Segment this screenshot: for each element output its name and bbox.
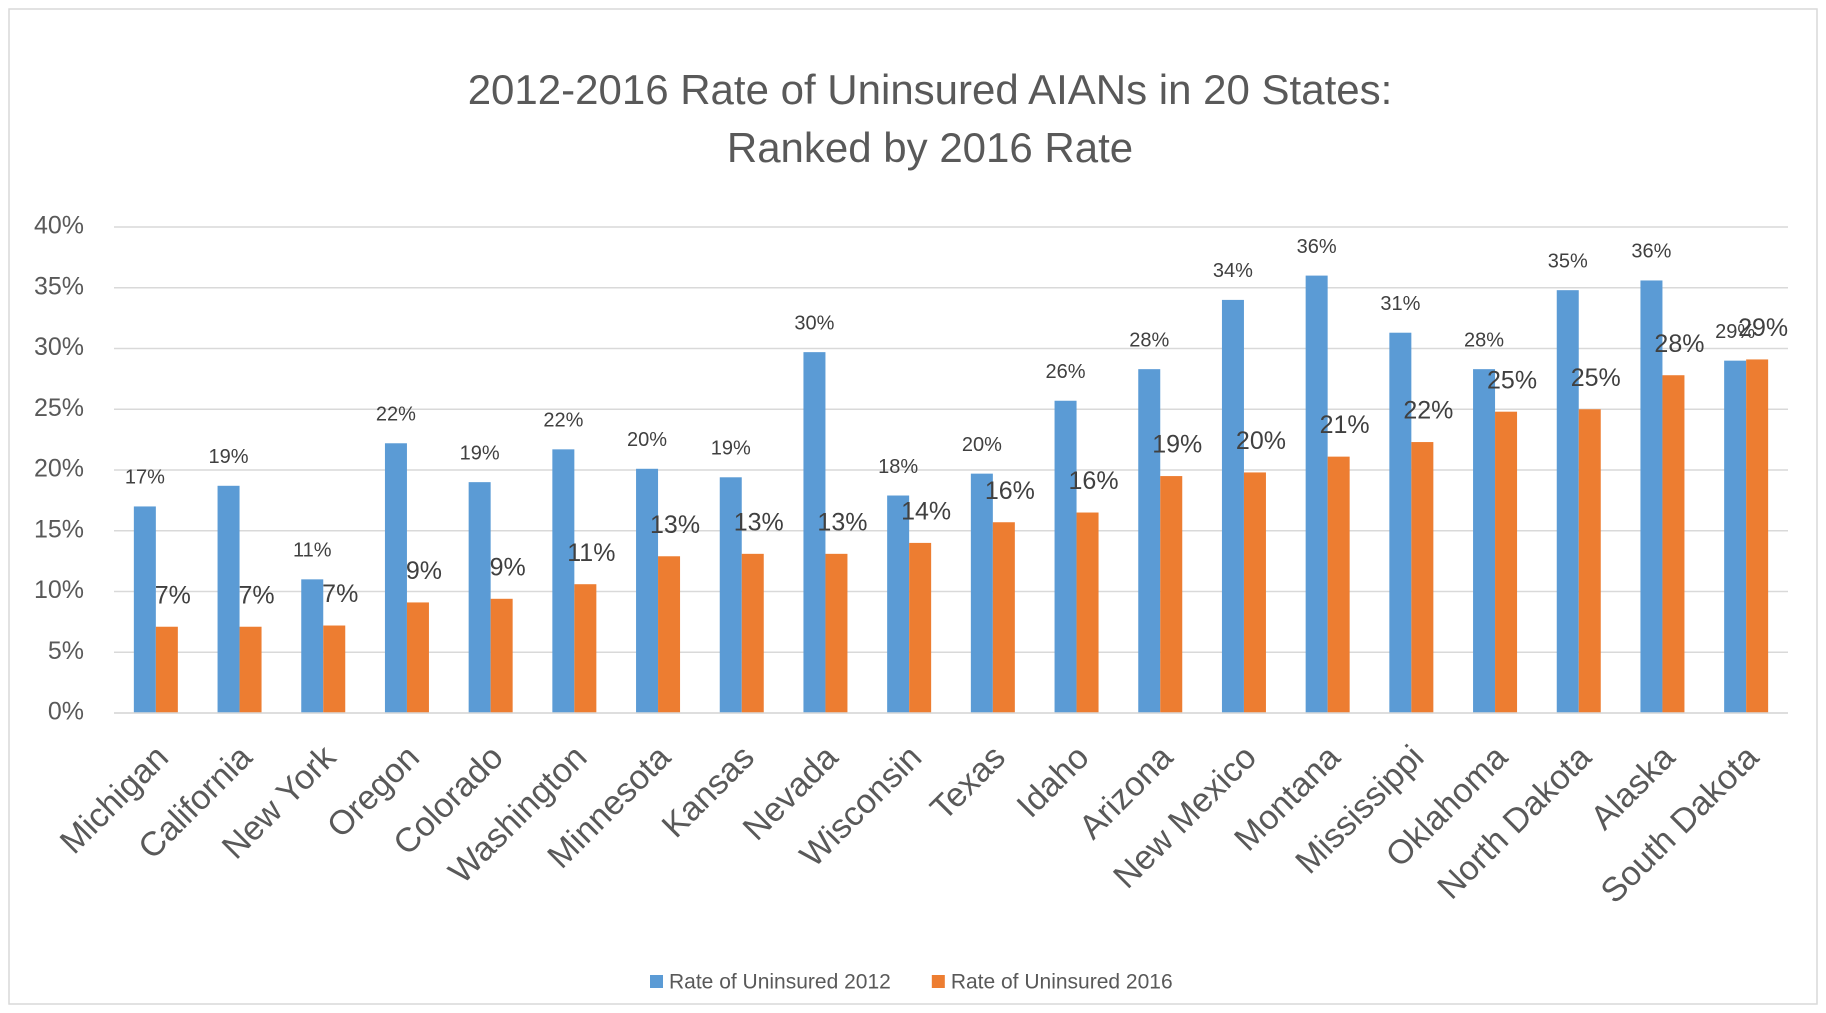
bar xyxy=(825,553,848,713)
bar xyxy=(658,556,681,713)
data-label: 11% xyxy=(567,539,615,567)
data-label: 7% xyxy=(322,580,358,608)
bar xyxy=(133,506,156,713)
data-label: 34% xyxy=(1213,260,1253,282)
data-label: 20% xyxy=(962,434,1002,456)
data-label: 9% xyxy=(406,557,442,585)
bar xyxy=(406,602,429,713)
bar xyxy=(1473,369,1496,713)
data-label: 21% xyxy=(1320,411,1370,439)
data-label: 35% xyxy=(1548,250,1588,272)
bar xyxy=(1054,400,1077,713)
data-label: 18% xyxy=(878,456,918,478)
bar xyxy=(1640,280,1663,713)
data-label: 13% xyxy=(734,508,784,536)
data-label: 19% xyxy=(711,438,751,460)
bar xyxy=(1389,332,1412,713)
bar xyxy=(1578,409,1601,713)
y-tick-label: 0% xyxy=(48,698,84,726)
chart-title: 2012-2016 Rate of Uninsured AIANs in 20 … xyxy=(468,66,1393,113)
y-tick-label: 10% xyxy=(34,576,84,604)
data-label: 17% xyxy=(125,467,165,489)
data-label: 14% xyxy=(901,498,951,526)
data-label: 7% xyxy=(155,581,191,609)
legend-swatch xyxy=(931,975,945,988)
data-label: 25% xyxy=(1487,366,1537,394)
bar xyxy=(574,584,597,713)
bar xyxy=(636,468,659,713)
data-label: 28% xyxy=(1654,330,1704,358)
bar xyxy=(239,626,262,713)
data-label: 13% xyxy=(650,511,700,539)
y-tick-label: 5% xyxy=(48,637,84,665)
bar xyxy=(992,522,1015,713)
bar xyxy=(490,598,513,713)
data-label: 16% xyxy=(1069,467,1119,495)
y-tick-label: 30% xyxy=(34,333,84,361)
bar xyxy=(155,626,178,713)
bar xyxy=(1160,476,1183,713)
bar xyxy=(719,477,742,713)
bar xyxy=(301,579,324,713)
data-label: 19% xyxy=(209,446,249,468)
bar xyxy=(217,485,240,713)
bar xyxy=(323,625,346,713)
bar xyxy=(552,449,575,713)
y-tick-label: 35% xyxy=(34,272,84,300)
data-label: 19% xyxy=(460,442,500,464)
data-label: 16% xyxy=(985,477,1035,505)
bar xyxy=(887,495,910,713)
bar xyxy=(1556,290,1579,713)
legend-label: Rate of Uninsured 2016 xyxy=(951,971,1173,994)
bar xyxy=(1327,456,1350,713)
bar xyxy=(1138,369,1161,713)
bar xyxy=(1305,275,1328,713)
data-label: 7% xyxy=(238,581,274,609)
data-label: 20% xyxy=(1236,427,1286,455)
bar xyxy=(909,542,932,713)
data-label: 30% xyxy=(794,312,834,334)
data-label: 36% xyxy=(1631,241,1671,263)
bar xyxy=(1221,299,1244,713)
y-tick-label: 15% xyxy=(34,515,84,543)
data-label: 26% xyxy=(1046,361,1086,383)
data-label: 28% xyxy=(1464,329,1504,351)
data-label: 20% xyxy=(627,429,667,451)
data-label: 28% xyxy=(1129,329,1169,351)
data-label: 31% xyxy=(1380,293,1420,315)
bar xyxy=(1746,359,1769,713)
bar xyxy=(803,352,826,713)
y-tick-label: 25% xyxy=(34,394,84,422)
bar xyxy=(1724,360,1747,713)
bar xyxy=(468,482,491,713)
data-label: 13% xyxy=(817,508,867,536)
bar xyxy=(1243,472,1266,713)
legend-swatch xyxy=(650,975,663,988)
bar xyxy=(1076,512,1099,713)
bar xyxy=(384,443,407,713)
data-label: 22% xyxy=(1403,397,1453,425)
data-label: 25% xyxy=(1571,364,1621,392)
data-label: 22% xyxy=(543,410,583,432)
legend-label: Rate of Uninsured 2012 xyxy=(669,971,891,994)
data-label: 29% xyxy=(1715,321,1755,343)
y-tick-label: 40% xyxy=(34,212,84,240)
bar xyxy=(741,553,764,713)
chart-subtitle: Ranked by 2016 Rate xyxy=(727,124,1133,171)
data-label: 9% xyxy=(490,553,526,581)
data-label: 29% xyxy=(1738,314,1788,342)
bar xyxy=(970,473,993,713)
bar xyxy=(1411,442,1434,713)
data-label: 36% xyxy=(1297,236,1337,258)
data-label: 11% xyxy=(293,540,332,562)
data-label: 22% xyxy=(376,404,416,426)
bar xyxy=(1662,375,1685,713)
data-label: 19% xyxy=(1152,431,1202,459)
y-tick-label: 20% xyxy=(34,455,84,483)
bar xyxy=(1495,411,1518,713)
